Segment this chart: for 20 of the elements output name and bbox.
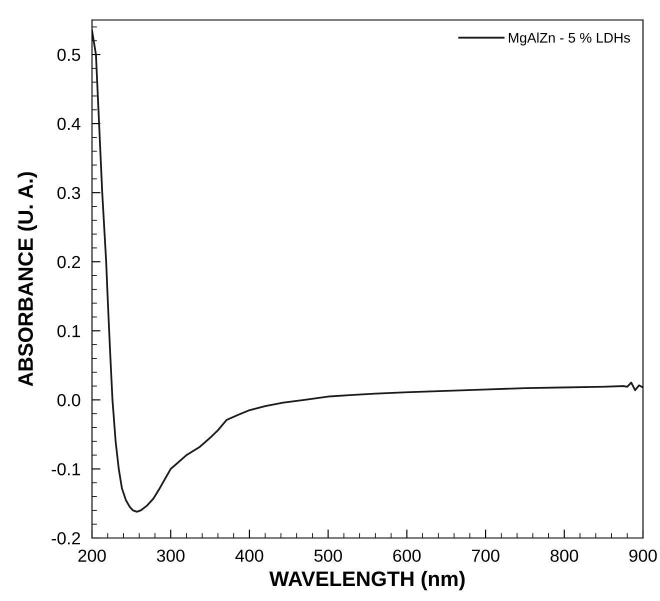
- legend-label: MgAlZn - 5 % LDHs: [508, 32, 630, 46]
- y-tick-label: 0.2: [57, 256, 80, 268]
- y-tick-label: 0.4: [57, 118, 80, 130]
- y-tick-label: 0.0: [57, 394, 80, 406]
- x-axis-title: WAVELENGTH (nm): [269, 570, 465, 590]
- x-tick-label: 300: [156, 550, 185, 562]
- x-tick-label: 500: [314, 550, 342, 562]
- x-tick-label: 800: [550, 550, 578, 562]
- y-tick-label: 0.5: [57, 48, 80, 61]
- y-axis-title: ABSORBANCE (U. A.): [18, 172, 38, 386]
- x-tick-label: 200: [78, 550, 106, 562]
- line-series: [92, 29, 643, 513]
- y-tick-label: 0.3: [57, 186, 80, 200]
- y-tick-label: -0.2: [52, 532, 80, 544]
- x-tick-label: 400: [235, 550, 264, 562]
- x-tick-label: 600: [393, 550, 421, 562]
- x-tick-label: 700: [472, 550, 500, 562]
- x-tick-label: 900: [629, 550, 657, 562]
- y-tick-label: -0.1: [52, 463, 80, 476]
- y-tick-label: 0.1: [57, 324, 80, 338]
